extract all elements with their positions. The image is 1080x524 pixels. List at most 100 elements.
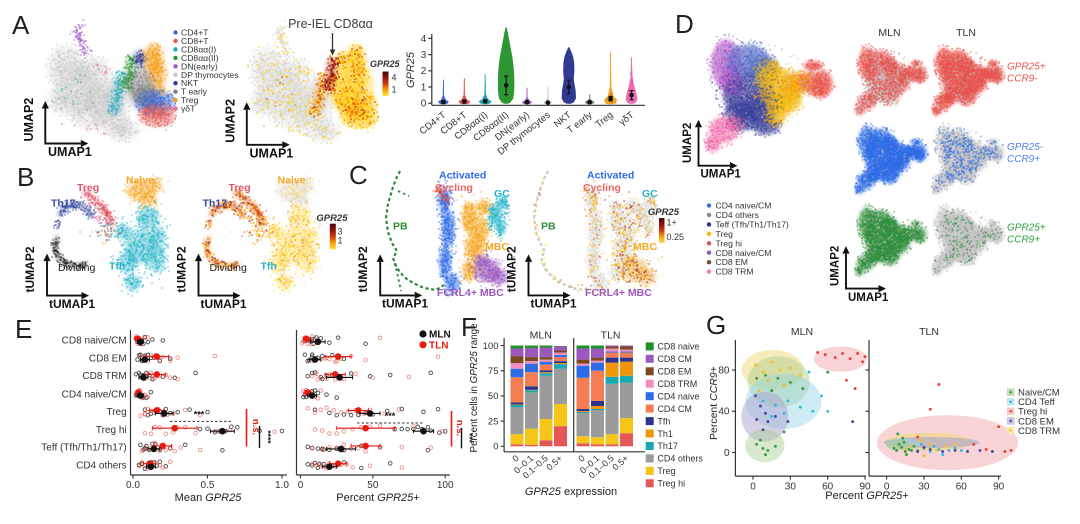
svg-text:GPR25+: GPR25+ [1007,223,1046,234]
svg-text:CD8 naive/CM: CD8 naive/CM [716,248,772,258]
svg-text:0: 0 [576,453,586,464]
svg-text:TLN: TLN [429,341,448,352]
svg-text:Naive/CM: Naive/CM [1018,388,1060,399]
svg-text:Treg: Treg [77,182,99,194]
svg-text:GPR25: GPR25 [648,207,680,218]
svg-text:GPR25+: GPR25+ [1007,62,1046,73]
svg-text:G: G [706,310,726,340]
svg-text:MBC: MBC [485,241,509,253]
svg-text:CD8 TRM: CD8 TRM [716,267,754,277]
svg-text:F: F [461,312,477,342]
svg-text:Treg hi: Treg hi [1018,407,1047,418]
svg-text:Dividing: Dividing [58,262,96,274]
svg-text:CD4 others: CD4 others [716,210,759,220]
svg-text:NKT: NKT [181,78,199,88]
svg-text:0: 0 [510,453,520,464]
svg-text:25: 25 [488,416,499,427]
svg-text:0: 0 [298,480,304,491]
svg-text:0: 0 [493,442,498,453]
svg-text:Tfh: Tfh [261,261,277,273]
svg-text:3: 3 [421,50,427,61]
svg-text:1: 1 [338,236,343,246]
svg-text:60: 60 [956,482,968,493]
svg-text:0: 0 [884,482,890,493]
svg-text:CD4 others: CD4 others [76,460,127,471]
svg-text:TLN: TLN [919,326,939,338]
svg-text:2: 2 [421,66,427,77]
svg-text:Treg hi: Treg hi [96,425,127,436]
svg-text:CD8 TRM: CD8 TRM [82,371,126,382]
svg-text:0: 0 [750,482,756,493]
svg-text:UMAP2: UMAP2 [830,246,842,286]
svg-text:Th17: Th17 [657,441,678,451]
svg-text:1.0: 1.0 [275,480,289,491]
svg-text:Treg: Treg [181,95,199,105]
svg-text:UMAP2: UMAP2 [682,123,694,163]
svg-text:Treg: Treg [106,407,126,418]
svg-text:Treg: Treg [716,229,734,239]
svg-text:80: 80 [718,365,730,376]
svg-text:CCR9+: CCR9+ [1007,235,1040,246]
svg-text:CD8 TRM: CD8 TRM [1018,426,1060,437]
svg-text:0.0: 0.0 [126,480,140,491]
svg-text:n.s.: n.s. [250,419,261,435]
svg-text:Treg: Treg [657,466,675,476]
svg-text:100: 100 [437,480,454,491]
svg-text:Naive: Naive [126,175,154,187]
svg-text:CD8 EM: CD8 EM [89,353,127,364]
svg-text:PB: PB [393,221,408,233]
svg-text:30: 30 [785,482,797,493]
svg-text:Cycling: Cycling [583,182,621,194]
svg-text:Cycling: Cycling [435,182,473,194]
svg-text:Activated: Activated [587,170,634,182]
svg-text:4: 4 [392,73,397,83]
svg-text:GPR25-: GPR25- [1007,142,1044,153]
svg-text:MLN: MLN [530,330,552,342]
svg-text:CD8+T: CD8+T [181,36,209,46]
svg-text:UMAP2: UMAP2 [224,99,238,143]
svg-text:CD8 EM: CD8 EM [1018,416,1054,427]
svg-text:0: 0 [724,448,730,459]
svg-text:tUMAP2: tUMAP2 [505,246,519,292]
svg-text:CD8αα(II): CD8αα(II) [181,53,219,63]
svg-text:CD4 naive/CM: CD4 naive/CM [62,389,127,400]
svg-text:Percent CCR9+: Percent CCR9+ [708,366,720,440]
svg-text:tUMAP1: tUMAP1 [201,297,247,311]
svg-text:***: *** [385,411,396,421]
svg-text:0.5: 0.5 [201,480,215,491]
svg-text:0: 0 [421,99,427,110]
svg-text:D: D [675,9,694,39]
svg-text:1+: 1+ [667,218,677,228]
svg-text:Mean GPR25: Mean GPR25 [175,492,243,504]
svg-text:Naive: Naive [278,175,306,187]
svg-text:CD4 naive/CM: CD4 naive/CM [716,201,772,211]
svg-text:tUMAP1: tUMAP1 [49,297,95,311]
svg-text:UMAP1: UMAP1 [701,169,742,181]
svg-text:30: 30 [918,482,930,493]
svg-text:GPR25: GPR25 [405,51,417,88]
svg-text:Percent cells in GPR25 range: Percent cells in GPR25 range [469,323,480,453]
svg-text:75: 75 [488,366,499,377]
svg-text:Dividing: Dividing [210,262,248,274]
svg-text:B: B [17,162,34,192]
svg-text:CD8 EM: CD8 EM [657,367,691,377]
svg-text:γδT: γδT [181,104,196,114]
svg-text:Tfh: Tfh [109,261,125,273]
svg-text:GPR25: GPR25 [316,213,348,224]
svg-text:UMAP1: UMAP1 [848,292,889,304]
svg-text:MLN: MLN [878,27,900,39]
svg-text:C: C [349,160,368,190]
svg-text:tUMAP2: tUMAP2 [175,246,189,292]
svg-text:CD8 naive/CM: CD8 naive/CM [62,336,127,347]
svg-text:GC: GC [494,188,510,200]
svg-text:Th17: Th17 [203,198,228,210]
svg-text:GC: GC [642,188,658,200]
svg-text:CD8 EM: CD8 EM [716,257,748,267]
svg-text:CD4+T: CD4+T [181,28,209,38]
svg-text:Teff (Tfh/Th1/Th17): Teff (Tfh/Th1/Th17) [41,443,126,454]
svg-text:Tfh: Tfh [657,416,670,426]
svg-text:TLN: TLN [956,27,976,39]
svg-text:Treg: Treg [229,182,251,194]
svg-text:0.25: 0.25 [667,232,685,242]
svg-text:90: 90 [993,482,1005,493]
